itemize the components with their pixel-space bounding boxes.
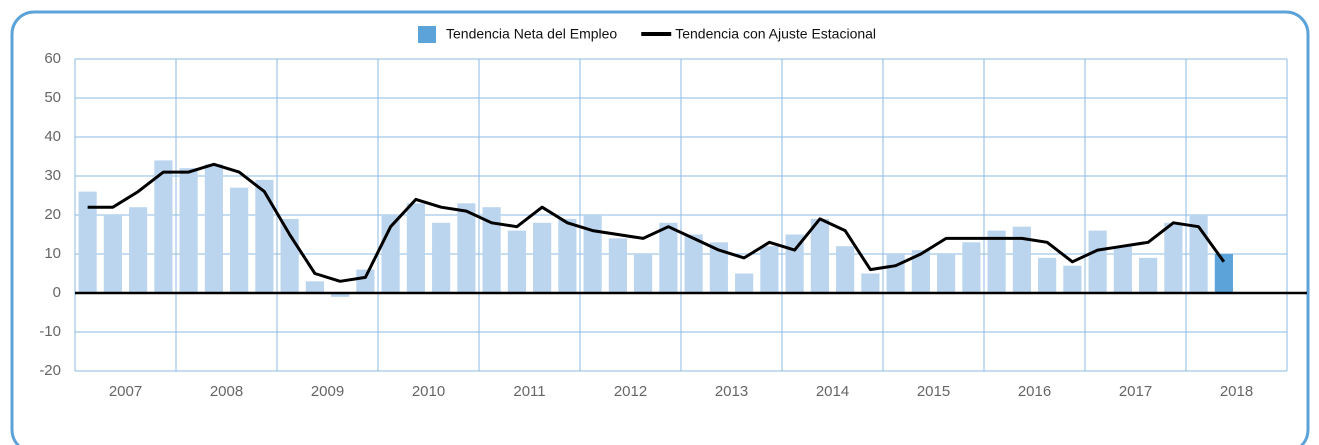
bar bbox=[204, 164, 223, 293]
y-tick-label: 40 bbox=[44, 128, 61, 145]
y-tick-label: -20 bbox=[39, 362, 61, 379]
legend-label: Tendencia Neta del Empleo bbox=[446, 26, 617, 42]
bar bbox=[1164, 222, 1183, 293]
bar bbox=[962, 242, 981, 293]
bar bbox=[179, 168, 198, 293]
y-tick-label: 50 bbox=[44, 89, 61, 106]
bar bbox=[659, 222, 678, 293]
bar bbox=[129, 207, 148, 293]
x-tick-label: 2018 bbox=[1220, 383, 1253, 400]
bar bbox=[608, 238, 627, 293]
y-tick-label: 30 bbox=[44, 167, 61, 184]
bar bbox=[1139, 257, 1158, 293]
x-tick-label: 2013 bbox=[715, 383, 748, 400]
bar bbox=[305, 281, 324, 293]
bar bbox=[634, 254, 653, 293]
x-tick-label: 2015 bbox=[917, 383, 950, 400]
bar bbox=[1012, 226, 1031, 293]
y-tick-label: 60 bbox=[44, 50, 61, 67]
legend-label: Tendencia con Ajuste Estacional bbox=[675, 26, 876, 42]
bar bbox=[507, 230, 526, 293]
x-tick-label: 2010 bbox=[412, 383, 445, 400]
bar bbox=[861, 273, 880, 293]
x-tick-label: 2014 bbox=[816, 383, 849, 400]
x-tick-label: 2012 bbox=[614, 383, 647, 400]
line bbox=[87, 162, 1226, 283]
bar bbox=[255, 179, 274, 293]
bar bbox=[457, 203, 476, 293]
bar bbox=[1214, 254, 1233, 293]
bar bbox=[558, 218, 577, 293]
bar bbox=[1088, 230, 1107, 293]
bar bbox=[810, 218, 829, 293]
bar bbox=[937, 254, 956, 293]
y-tick-label: 0 bbox=[53, 284, 61, 301]
bar bbox=[987, 230, 1006, 293]
bar bbox=[482, 207, 501, 293]
y-tick-label: -10 bbox=[39, 323, 61, 340]
y-tick-label: 20 bbox=[44, 206, 61, 223]
bar bbox=[230, 187, 249, 293]
x-tick-label: 2017 bbox=[1119, 383, 1152, 400]
x-tick-label: 2007 bbox=[109, 383, 142, 400]
bar bbox=[78, 191, 97, 293]
x-tick-label: 2011 bbox=[513, 383, 545, 400]
bar bbox=[406, 203, 425, 293]
bar bbox=[356, 269, 375, 293]
x-tick-label: 2009 bbox=[311, 383, 344, 400]
bar bbox=[886, 254, 905, 293]
bar bbox=[280, 218, 299, 293]
bar bbox=[1113, 246, 1132, 293]
x-tick-label: 2008 bbox=[210, 383, 243, 400]
bar bbox=[432, 222, 451, 293]
bar bbox=[154, 160, 173, 293]
bar bbox=[911, 250, 930, 293]
bar bbox=[1038, 257, 1057, 293]
bar bbox=[1063, 265, 1082, 293]
bar bbox=[836, 246, 855, 293]
y-tick-label: 10 bbox=[44, 245, 61, 262]
bar bbox=[684, 234, 703, 293]
bar bbox=[331, 293, 350, 297]
bar bbox=[735, 273, 754, 293]
bar bbox=[709, 242, 728, 293]
bar bbox=[103, 215, 122, 293]
x-tick-label: 2016 bbox=[1018, 383, 1051, 400]
legend-swatch bbox=[418, 26, 436, 43]
bar bbox=[760, 246, 779, 293]
bar bbox=[533, 222, 552, 293]
bar bbox=[583, 215, 602, 293]
frame bbox=[10, 10, 1310, 445]
